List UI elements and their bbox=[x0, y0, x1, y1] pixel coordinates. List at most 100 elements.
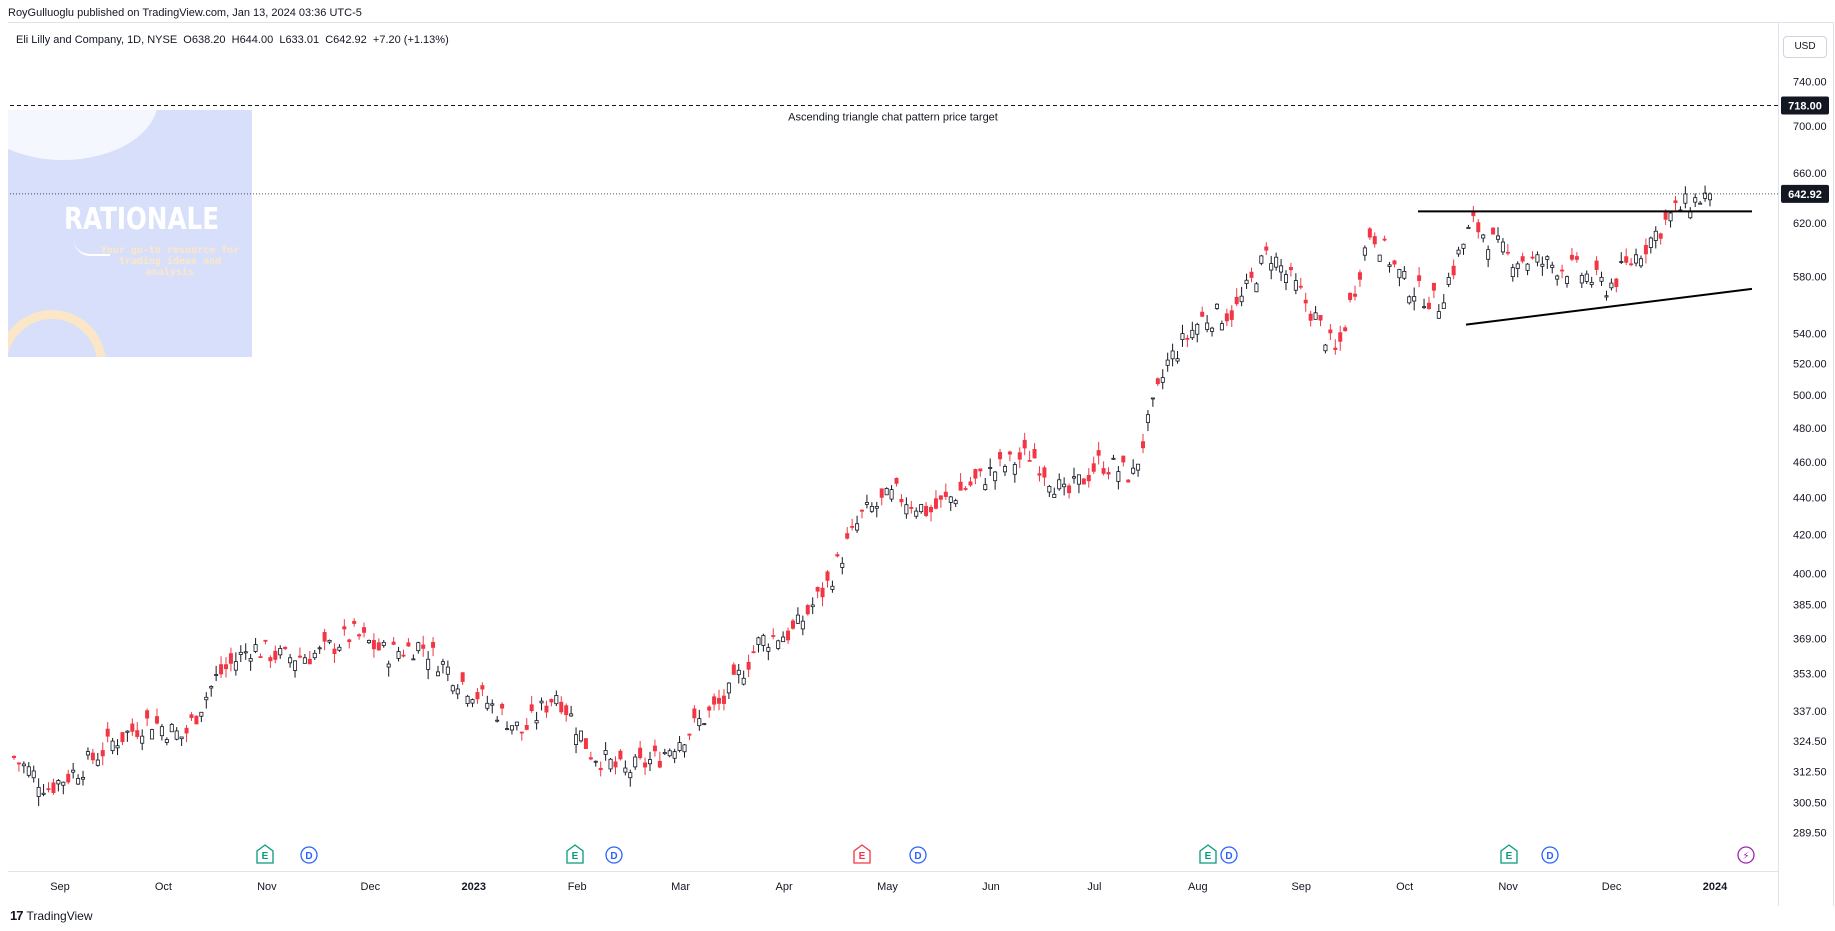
right-edge bbox=[1833, 22, 1834, 906]
candle-body bbox=[978, 468, 983, 472]
candle-body bbox=[1116, 471, 1121, 482]
candle-body bbox=[1362, 247, 1367, 256]
candle-body bbox=[1693, 197, 1698, 203]
candle-body bbox=[1426, 302, 1431, 310]
candle-body bbox=[1417, 275, 1422, 281]
candle-body bbox=[1269, 263, 1274, 271]
watermark-title: RATIONALE bbox=[64, 202, 220, 237]
y-tick-label: 700.00 bbox=[1793, 121, 1827, 133]
candle-body bbox=[214, 674, 219, 676]
candle-body bbox=[1126, 479, 1131, 483]
candle-body bbox=[1160, 377, 1165, 383]
candle-body bbox=[1155, 378, 1160, 385]
candle-body bbox=[381, 641, 386, 646]
candle-body bbox=[598, 767, 603, 771]
candle-body bbox=[899, 499, 904, 503]
candle-body bbox=[1022, 439, 1027, 449]
candle-body bbox=[500, 703, 505, 709]
event-marker-label: E bbox=[1506, 851, 1513, 862]
candle-body bbox=[1234, 296, 1239, 305]
y-tick-label: 353.00 bbox=[1793, 669, 1827, 681]
candle-body bbox=[1540, 263, 1545, 267]
dividend-event-icon bbox=[1737, 846, 1755, 864]
x-tick-label: Oct bbox=[1396, 881, 1413, 893]
candle-body bbox=[662, 752, 667, 755]
candle-body bbox=[480, 685, 485, 690]
watermark-swoosh bbox=[74, 240, 110, 256]
candle-body bbox=[889, 489, 894, 500]
candle-body bbox=[1530, 256, 1535, 259]
candle-body bbox=[1574, 256, 1579, 260]
candle-body bbox=[633, 756, 638, 768]
candle-body bbox=[588, 757, 593, 760]
event-marker-label: E bbox=[1205, 851, 1212, 862]
candle-body bbox=[1520, 256, 1525, 262]
candle-body bbox=[347, 639, 352, 642]
candle-body bbox=[1042, 467, 1047, 478]
candle-body bbox=[929, 506, 934, 513]
dividend-event-icon bbox=[909, 846, 927, 864]
candle-body bbox=[850, 525, 855, 528]
candle-body bbox=[445, 666, 450, 675]
candle-body bbox=[707, 706, 712, 711]
tradingview-footer[interactable]: 17 TradingView bbox=[10, 908, 93, 923]
candle-body bbox=[322, 632, 327, 642]
candle-body bbox=[682, 744, 687, 753]
x-tick-label: Dec bbox=[1602, 881, 1622, 893]
candle-body bbox=[1392, 260, 1397, 265]
candle-body bbox=[312, 652, 317, 659]
event-marker-label: E bbox=[859, 851, 866, 862]
candle-body bbox=[440, 661, 445, 665]
y-tick-label: 400.00 bbox=[1793, 569, 1827, 581]
candle-body bbox=[164, 739, 169, 743]
candle-body bbox=[815, 586, 820, 592]
candle-body bbox=[460, 672, 465, 682]
candle-body bbox=[174, 730, 179, 740]
candle-body bbox=[1604, 295, 1609, 298]
candle-body bbox=[855, 523, 860, 531]
candle-body bbox=[884, 488, 889, 496]
event-marker-label: D bbox=[305, 851, 312, 862]
candle-body bbox=[307, 658, 312, 665]
candle-body bbox=[948, 496, 953, 503]
x-tick-label: Dec bbox=[361, 881, 381, 893]
y-tick-label: 660.00 bbox=[1793, 168, 1827, 180]
candle-body bbox=[943, 491, 948, 497]
candle-body bbox=[327, 639, 332, 643]
candle-body bbox=[1081, 478, 1086, 485]
candle-body bbox=[677, 742, 682, 751]
candle-body bbox=[223, 664, 228, 670]
x-tick-label: Sep bbox=[1291, 881, 1311, 893]
candle-body bbox=[549, 699, 554, 703]
candle-body bbox=[1091, 463, 1096, 472]
candle-body bbox=[1205, 322, 1210, 330]
candle-body bbox=[352, 620, 357, 624]
candle-body bbox=[1382, 238, 1387, 241]
candle-body bbox=[1486, 249, 1491, 260]
candle-body bbox=[376, 642, 381, 651]
candle-body bbox=[786, 630, 791, 641]
earnings-event-icon bbox=[1199, 844, 1217, 864]
candle-body bbox=[1170, 350, 1175, 360]
candle-body bbox=[154, 716, 159, 724]
candle-body bbox=[1328, 329, 1333, 334]
candle-body bbox=[1323, 344, 1328, 352]
candle-body bbox=[820, 587, 825, 598]
target-price-label: 718.00 bbox=[1788, 100, 1822, 112]
candle-body bbox=[1106, 472, 1111, 475]
candle-body bbox=[1214, 303, 1219, 309]
event-marker-label: D bbox=[1546, 851, 1553, 862]
candle-body bbox=[1436, 311, 1441, 319]
currency-button[interactable]: USD bbox=[1783, 36, 1827, 58]
candle-body bbox=[199, 711, 204, 717]
candle-body bbox=[238, 651, 243, 655]
candle-body bbox=[1293, 280, 1298, 291]
candle-body bbox=[578, 730, 583, 742]
candle-body bbox=[278, 648, 283, 656]
candle-body bbox=[342, 626, 347, 630]
candle-body bbox=[825, 571, 830, 581]
candle-body bbox=[1210, 327, 1215, 332]
candle-body bbox=[159, 726, 164, 737]
candle-body bbox=[569, 713, 574, 717]
